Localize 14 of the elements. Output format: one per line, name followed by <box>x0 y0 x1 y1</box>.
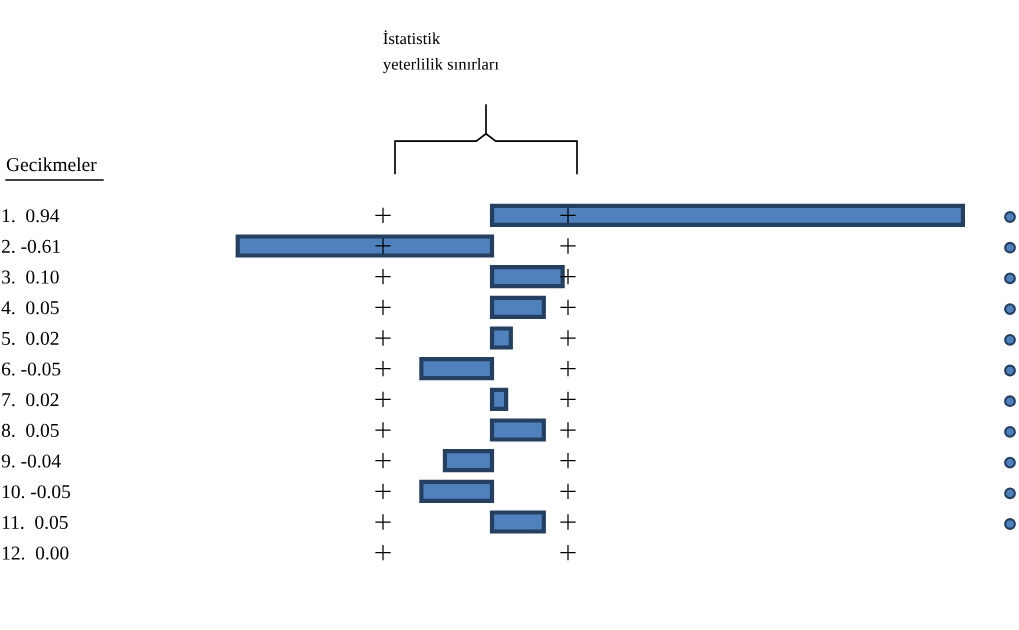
y-tick-label: 9. -0.04 <box>1 454 61 468</box>
y-tick-label: 12. 0.00 <box>2 546 69 560</box>
y-tick-label: 11. 0.05 <box>2 515 68 530</box>
y-tick-label: 3. 0.10 <box>2 270 59 284</box>
y-tick-label: 1. 0.94 <box>2 209 60 223</box>
text: İstatistik yeterlilik sınırları <box>383 30 499 74</box>
y-tick-label: 4. 0.05 <box>1 301 59 315</box>
y-tick-label: 8. 0.05 <box>1 423 59 438</box>
y-tick-label: 6. -0.05 <box>1 362 61 376</box>
y-axis-title: Gecikmeler <box>6 157 97 172</box>
y-tick-label: 5. 0.02 <box>2 331 59 346</box>
y-tick-label: 2. -0.61 <box>1 239 60 254</box>
y-tick-label: 7. 0.02 <box>2 393 59 407</box>
y-tick-label: 10. -0.05 <box>2 485 71 499</box>
